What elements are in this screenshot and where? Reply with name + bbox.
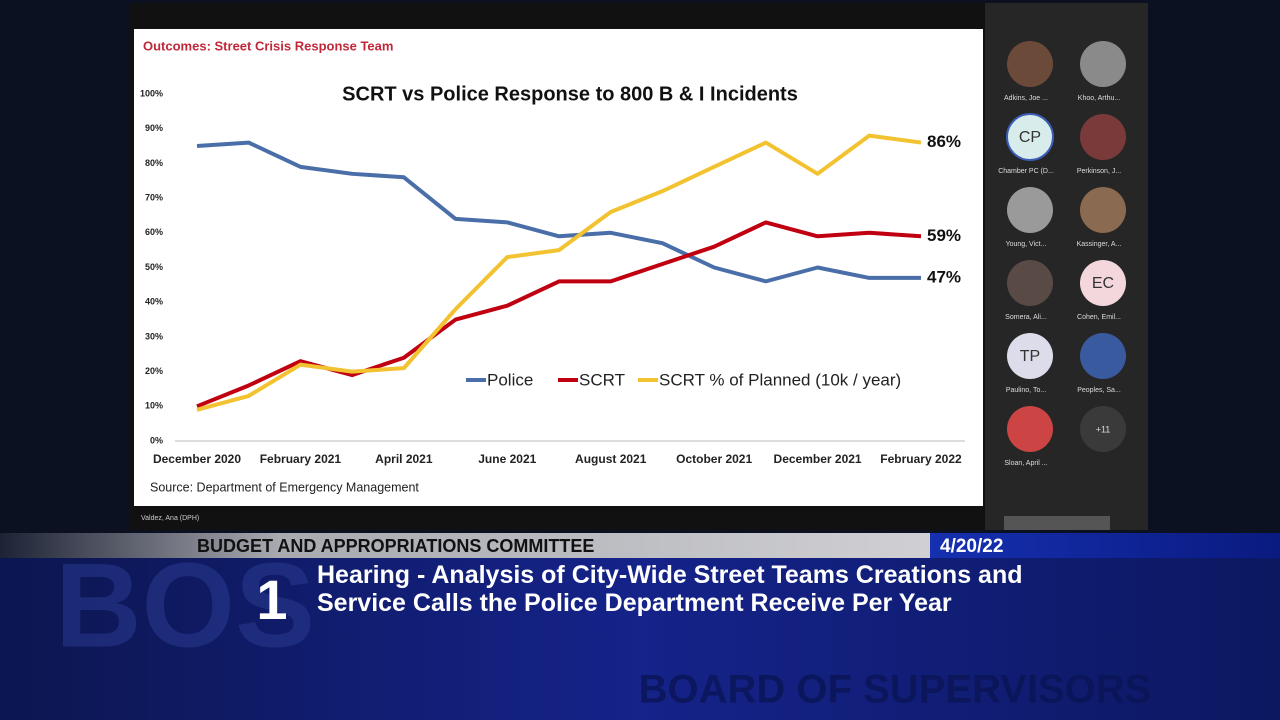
avatar <box>1080 41 1126 87</box>
participant-name: Adkins, Joe ... <box>1004 95 1048 102</box>
x-tick-label: December 2021 <box>774 452 862 466</box>
y-tick-label: 60% <box>145 227 163 237</box>
chart-title: SCRT vs Police Response to 800 B & I Inc… <box>342 83 798 105</box>
watermark-board: BOARD OF SUPERVISORS <box>639 668 1152 712</box>
participant-name: Somera, Ali... <box>1005 314 1047 321</box>
avatar <box>1080 260 1126 306</box>
slide-header: Outcomes: Street Crisis Response Team <box>143 38 393 53</box>
presenter: Valdez, Ana (DPH) <box>141 515 199 522</box>
y-tick-label: 30% <box>145 331 163 341</box>
y-tick-label: 10% <box>145 401 163 411</box>
participant-name: Chamber PC (D... <box>998 168 1054 175</box>
more-count: +11 <box>1096 424 1111 434</box>
y-tick-label: 40% <box>145 297 163 307</box>
x-tick-label: April 2021 <box>375 452 433 466</box>
x-tick-label: December 2020 <box>153 452 241 466</box>
avatar <box>1007 41 1053 87</box>
avatar-initials: CP <box>1019 129 1041 146</box>
avatar <box>1007 406 1053 452</box>
participant-name: Young, Vict... <box>1006 241 1047 248</box>
committee-strip <box>0 533 930 558</box>
watermark: BOS <box>55 539 315 673</box>
hearing-title: Hearing - Analysis of City-Wide Street T… <box>317 561 1023 617</box>
avatar <box>1006 113 1054 161</box>
participant-name: Paulino, To... <box>1006 387 1046 394</box>
end-label: 47% <box>927 267 961 286</box>
avatar <box>1080 333 1126 379</box>
y-tick-label: 0% <box>150 435 163 445</box>
x-tick-label: June 2021 <box>478 452 536 466</box>
end-label: 86% <box>927 132 961 151</box>
x-tick-label: February 2021 <box>260 452 342 466</box>
participant-name: Cohen, Emil... <box>1077 314 1121 321</box>
avatar <box>1007 333 1053 379</box>
panel-scroll[interactable] <box>1004 516 1110 530</box>
y-tick-label: 20% <box>145 366 163 376</box>
avatar-initials: TP <box>1020 348 1040 365</box>
participant-name: Sloan, April ... <box>1004 460 1047 467</box>
avatar <box>1007 260 1053 306</box>
x-tick-label: August 2021 <box>575 452 647 466</box>
series-line <box>196 133 922 412</box>
more-participants[interactable] <box>1080 406 1126 452</box>
date: 4/20/22 <box>940 536 1003 557</box>
participant-name: Perkinson, J... <box>1077 168 1121 175</box>
y-tick-label: 90% <box>145 123 163 133</box>
source: Source: Department of Emergency Manageme… <box>150 480 419 494</box>
y-tick-label: 70% <box>145 192 163 202</box>
date-box <box>930 533 1280 558</box>
legend-label: SCRT % of Planned (10k / year) <box>659 370 901 389</box>
participant-name: Kassinger, A... <box>1077 241 1122 248</box>
item-number: 1 <box>256 568 287 631</box>
slide <box>134 29 983 506</box>
participant-panel <box>985 3 1148 530</box>
end-label: 59% <box>927 226 961 245</box>
legend-label: Police <box>487 370 533 389</box>
participant-name: Peoples, Sa... <box>1077 387 1121 394</box>
avatar <box>1007 187 1053 233</box>
avatar <box>1080 114 1126 160</box>
legend-label: SCRT <box>579 370 625 389</box>
y-tick-label: 100% <box>140 88 163 98</box>
x-tick-label: February 2022 <box>880 452 962 466</box>
banner-bg <box>0 558 1280 720</box>
participant-name: Khoo, Arthu... <box>1078 95 1120 102</box>
series-line <box>196 140 921 284</box>
avatar-initials: EC <box>1092 275 1114 292</box>
avatar <box>1080 187 1126 233</box>
y-tick-label: 80% <box>145 158 163 168</box>
x-tick-label: October 2021 <box>676 452 752 466</box>
y-tick-label: 50% <box>145 262 163 272</box>
committee: BUDGET AND APPROPRIATIONS COMMITTEE <box>197 536 594 556</box>
